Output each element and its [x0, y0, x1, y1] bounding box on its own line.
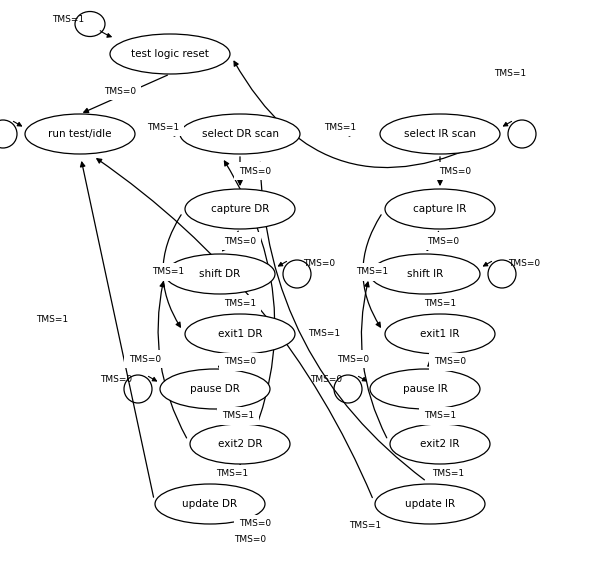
- Text: TMS=1: TMS=1: [222, 412, 254, 421]
- Text: TMS=0: TMS=0: [104, 86, 136, 95]
- Text: TMS=1: TMS=1: [216, 469, 248, 478]
- Text: select DR scan: select DR scan: [201, 129, 279, 139]
- Text: TMS=0: TMS=0: [303, 259, 335, 268]
- Text: TMS=0: TMS=0: [427, 236, 459, 245]
- Text: exit1 DR: exit1 DR: [218, 329, 262, 339]
- Text: exit2 IR: exit2 IR: [420, 439, 460, 449]
- Text: shift IR: shift IR: [407, 269, 443, 279]
- Ellipse shape: [385, 314, 495, 354]
- Ellipse shape: [190, 424, 290, 464]
- Text: TMS=1: TMS=1: [324, 122, 356, 131]
- Ellipse shape: [124, 375, 152, 403]
- Text: TMS=1: TMS=1: [432, 469, 464, 478]
- Text: TMS=1: TMS=1: [308, 329, 340, 338]
- Text: pause DR: pause DR: [190, 384, 240, 394]
- Text: TMS=0: TMS=0: [129, 355, 161, 364]
- Text: TMS=1: TMS=1: [224, 299, 256, 309]
- Text: TMS=1: TMS=1: [36, 315, 68, 324]
- Text: TMS=0: TMS=0: [508, 259, 540, 268]
- Text: TMS=0: TMS=0: [337, 355, 369, 364]
- Ellipse shape: [488, 260, 516, 288]
- Ellipse shape: [180, 114, 300, 154]
- Text: TMS=1: TMS=1: [52, 15, 84, 24]
- Text: pause IR: pause IR: [403, 384, 448, 394]
- Text: run test/idle: run test/idle: [48, 129, 112, 139]
- Text: TMS=1: TMS=1: [494, 69, 526, 78]
- Ellipse shape: [370, 254, 480, 294]
- Text: TMS=0: TMS=0: [224, 358, 256, 367]
- Text: test logic reset: test logic reset: [131, 49, 209, 59]
- Text: TMS=0: TMS=0: [310, 374, 342, 384]
- Ellipse shape: [370, 369, 480, 409]
- Text: TMS=0: TMS=0: [439, 166, 471, 175]
- Ellipse shape: [155, 484, 265, 524]
- Text: capture DR: capture DR: [211, 204, 269, 214]
- Ellipse shape: [165, 254, 275, 294]
- Ellipse shape: [375, 484, 485, 524]
- Ellipse shape: [0, 120, 17, 148]
- Text: TMS=1: TMS=1: [147, 122, 179, 131]
- Text: capture IR: capture IR: [414, 204, 467, 214]
- Ellipse shape: [160, 369, 270, 409]
- Text: update IR: update IR: [405, 499, 455, 509]
- Text: TMS=1: TMS=1: [349, 522, 381, 531]
- Text: TMS=1: TMS=1: [424, 412, 456, 421]
- Text: select IR scan: select IR scan: [404, 129, 476, 139]
- Ellipse shape: [334, 375, 362, 403]
- Text: TMS=0: TMS=0: [239, 519, 271, 528]
- Text: shift DR: shift DR: [199, 269, 240, 279]
- Text: update DR: update DR: [182, 499, 237, 509]
- Text: TMS=0: TMS=0: [224, 236, 256, 245]
- Text: exit1 IR: exit1 IR: [420, 329, 460, 339]
- Text: TMS=1: TMS=1: [152, 267, 184, 276]
- Ellipse shape: [385, 189, 495, 229]
- Text: TMS=0: TMS=0: [434, 358, 466, 367]
- Ellipse shape: [185, 189, 295, 229]
- Text: exit2 DR: exit2 DR: [218, 439, 262, 449]
- Ellipse shape: [110, 34, 230, 74]
- Ellipse shape: [75, 11, 105, 37]
- Text: TMS=0: TMS=0: [234, 535, 266, 544]
- Ellipse shape: [25, 114, 135, 154]
- Text: TMS=1: TMS=1: [424, 299, 456, 309]
- Text: TMS=0: TMS=0: [100, 374, 132, 384]
- Ellipse shape: [380, 114, 500, 154]
- Ellipse shape: [390, 424, 490, 464]
- Text: TMS=0: TMS=0: [239, 166, 271, 175]
- Ellipse shape: [283, 260, 311, 288]
- Text: TMS=1: TMS=1: [356, 267, 388, 276]
- Ellipse shape: [508, 120, 536, 148]
- Ellipse shape: [185, 314, 295, 354]
